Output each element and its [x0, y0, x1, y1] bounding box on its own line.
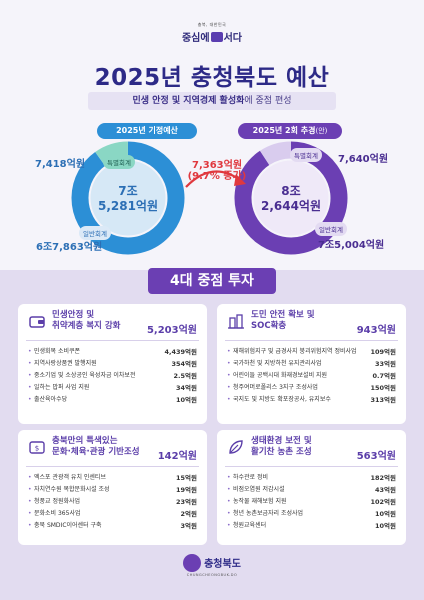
page-subtitle: 민생 안정 및 지역경제 활성화에 중점 편성 — [88, 92, 336, 110]
slogan-small: 충북, 대한민국 — [197, 22, 227, 27]
wallet-icon — [29, 316, 45, 328]
card-divider — [26, 466, 199, 467]
slogan-logo: 충북, 대한민국 중심에 서다 — [0, 22, 424, 44]
original-budget-label: 2025년 기정예산 — [97, 123, 197, 139]
original-special-tag: 특별회계 — [103, 155, 135, 169]
supplementary-general-tag: 일반회계 — [315, 222, 347, 236]
list-item: 어린이들 공백시대 화재경보설비 지원0.7억원 — [227, 370, 396, 382]
general-account-slice — [234, 141, 348, 255]
card-divider — [26, 340, 199, 341]
card-title: 도민 안전 확보 및 SOC확충 — [251, 310, 315, 331]
svg-text:$: $ — [35, 445, 39, 453]
card-divider — [225, 466, 398, 467]
card-title: 민생안정 및 취약계층 복지 강화 — [52, 310, 121, 331]
original-general-tag: 일반회계 — [79, 226, 111, 240]
section-title: 4대 중점 투자 — [148, 268, 276, 294]
leaf-icon — [229, 440, 243, 454]
card-amount: 5,203억원 — [146, 325, 197, 336]
card-amount: 943억원 — [356, 325, 396, 336]
general-account-slice — [71, 141, 185, 255]
card-amount: 563억원 — [356, 451, 396, 462]
budget-change: 7,363억원 (9.7% 증가) — [187, 160, 247, 182]
original-total: 7조 5,281억원 — [97, 184, 159, 213]
province-logo-icon — [183, 553, 202, 572]
card-title: 생태환경 보전 및 활기찬 농촌 조성 — [251, 436, 312, 457]
card-title: 충북만의 특색있는 문화·체육·관광 기반조성 — [52, 436, 140, 457]
ticket-icon: $ — [29, 441, 45, 454]
donut-center-disc — [253, 160, 329, 236]
supplementary-budget-donut — [234, 141, 348, 255]
donut-center-disc — [90, 160, 166, 236]
supplementary-budget-label: 2025년 2회 추경(안) — [238, 123, 342, 139]
original-general-amount: 6조7,863억원 — [36, 242, 103, 253]
slogan-mark-icon — [210, 32, 223, 42]
supplementary-special-amount: 7,640억원 — [338, 154, 389, 165]
special-account-slice — [95, 141, 129, 167]
special-account-slice — [259, 141, 292, 166]
card-divider — [225, 340, 398, 341]
footer-logo: 충청북도 CHUNGCHEONGBUK-DO — [0, 552, 424, 577]
page-title: 2025년 충청북도 예산 — [94, 65, 330, 91]
change-arrow-line — [185, 170, 241, 188]
change-arrow-head — [234, 174, 246, 186]
building-icon — [228, 314, 244, 329]
supplementary-special-tag: 특별회계 — [290, 148, 322, 162]
card-amount: 142억원 — [157, 451, 197, 462]
budget-donut-charts — [71, 141, 348, 255]
supplementary-total: 8조 2,644억원 — [260, 184, 322, 213]
supplementary-general-amount: 7조5,004억원 — [318, 240, 385, 251]
slogan-big: 중심에 서다 — [181, 32, 242, 44]
original-budget-donut — [71, 141, 185, 255]
original-special-amount: 7,418억원 — [35, 159, 86, 170]
